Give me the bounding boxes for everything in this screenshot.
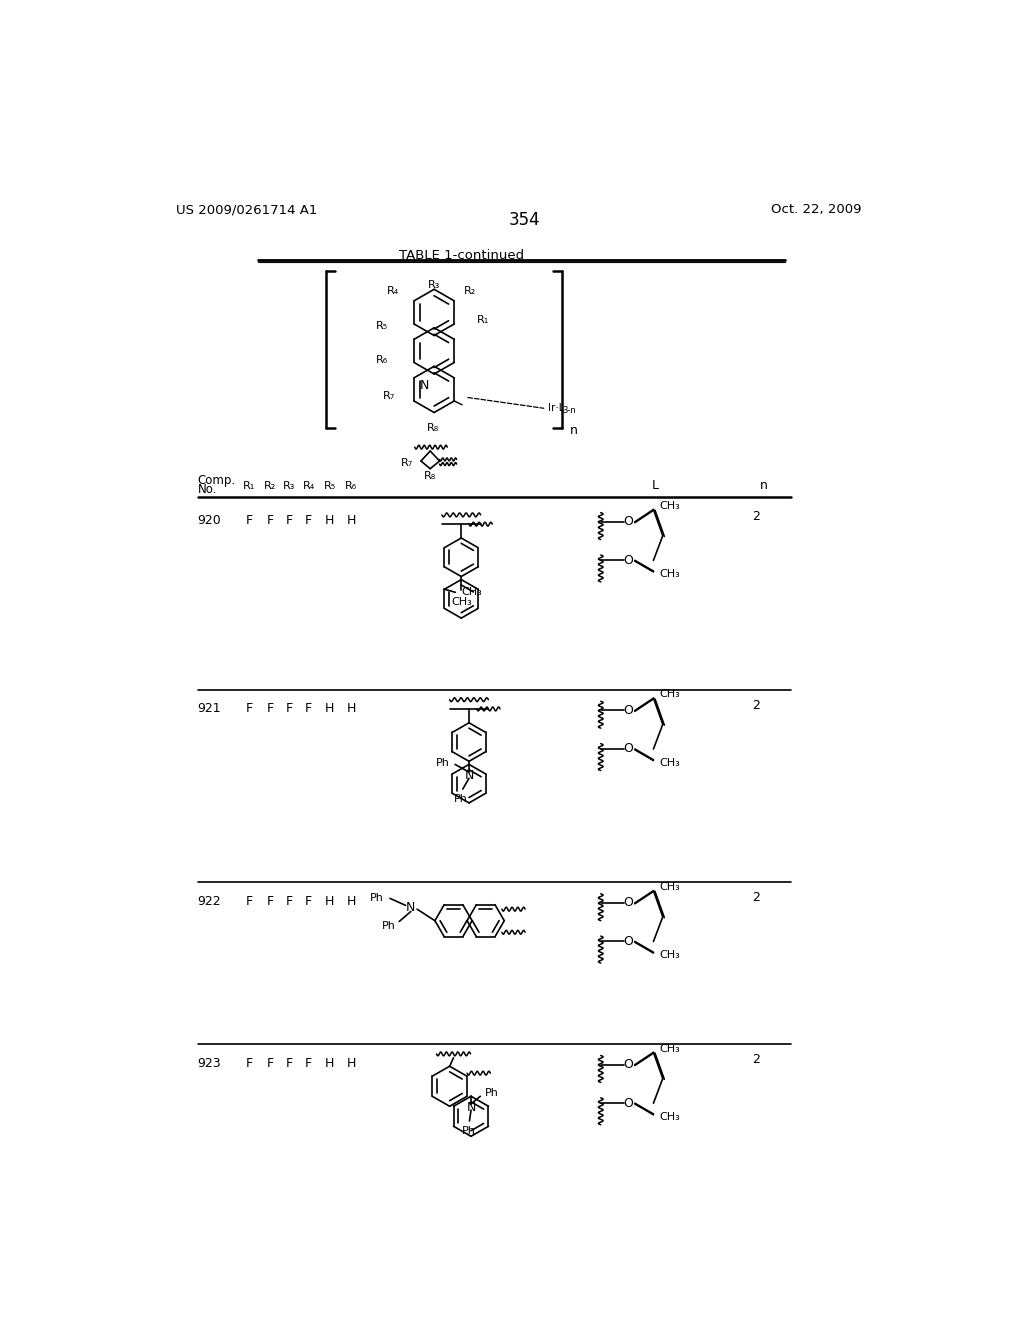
Text: TABLE 1-continued: TABLE 1-continued <box>398 249 524 263</box>
Text: F: F <box>246 513 253 527</box>
Text: 920: 920 <box>198 513 221 527</box>
Text: F: F <box>266 702 273 715</box>
Text: O: O <box>624 554 634 566</box>
Text: 354: 354 <box>509 211 541 228</box>
Text: O: O <box>624 1097 634 1110</box>
Text: F: F <box>246 702 253 715</box>
Text: R₂: R₂ <box>264 480 275 491</box>
Text: n: n <box>569 424 578 437</box>
Text: Ph: Ph <box>436 758 450 768</box>
Text: CH₃: CH₃ <box>659 569 680 579</box>
Text: H: H <box>325 895 334 908</box>
Text: 2: 2 <box>752 510 760 523</box>
Text: 2: 2 <box>752 698 760 711</box>
Text: US 2009/0261714 A1: US 2009/0261714 A1 <box>176 203 317 216</box>
Text: 2: 2 <box>752 891 760 904</box>
Text: R₄: R₄ <box>387 286 399 296</box>
Text: Ph: Ph <box>462 1126 475 1137</box>
Text: Ph: Ph <box>370 892 384 903</box>
Text: F: F <box>266 513 273 527</box>
Text: R₁: R₁ <box>243 480 255 491</box>
Text: R₇: R₇ <box>383 391 395 400</box>
Text: N: N <box>407 902 416 915</box>
Text: 2: 2 <box>752 1053 760 1065</box>
Text: 922: 922 <box>198 895 221 908</box>
Text: H: H <box>346 513 356 527</box>
Text: F: F <box>266 895 273 908</box>
Text: CH₃: CH₃ <box>462 587 482 597</box>
Text: R₂: R₂ <box>464 286 476 296</box>
Text: L: L <box>651 479 658 492</box>
Text: H: H <box>346 1056 356 1069</box>
Text: O: O <box>624 896 634 909</box>
Text: F: F <box>286 513 293 527</box>
Text: CH₃: CH₃ <box>659 689 680 700</box>
Text: H: H <box>325 1056 334 1069</box>
Text: Ph: Ph <box>485 1088 499 1098</box>
Text: CH₃: CH₃ <box>659 500 680 511</box>
Text: N: N <box>466 1101 476 1114</box>
Text: H: H <box>325 513 334 527</box>
Text: Comp.: Comp. <box>198 474 236 487</box>
Text: Oct. 22, 2009: Oct. 22, 2009 <box>771 203 862 216</box>
Text: F: F <box>305 1056 312 1069</box>
Text: O: O <box>624 1059 634 1072</box>
Text: CH₃: CH₃ <box>451 597 472 606</box>
Text: CH₃: CH₃ <box>659 882 680 892</box>
Text: R₆: R₆ <box>376 355 388 366</box>
Text: F: F <box>305 513 312 527</box>
Text: O: O <box>624 935 634 948</box>
Text: R₃: R₃ <box>283 480 295 491</box>
Text: F: F <box>286 1056 293 1069</box>
Text: O: O <box>624 704 634 717</box>
Text: n: n <box>760 479 767 492</box>
Text: R₅: R₅ <box>376 321 388 331</box>
Text: Ph: Ph <box>455 795 468 804</box>
Text: CH₃: CH₃ <box>659 758 680 768</box>
Text: N: N <box>420 379 429 392</box>
Text: R₃: R₃ <box>428 280 440 289</box>
Text: R₆: R₆ <box>345 480 357 491</box>
Text: H: H <box>346 895 356 908</box>
Text: F: F <box>305 895 312 908</box>
Text: F: F <box>286 895 293 908</box>
Text: Ph: Ph <box>382 921 395 931</box>
Text: R₅: R₅ <box>324 480 336 491</box>
Text: R₄: R₄ <box>302 480 314 491</box>
Text: R₈: R₈ <box>427 422 438 433</box>
Text: Ir·L: Ir·L <box>548 403 564 413</box>
Text: 3-n: 3-n <box>562 405 575 414</box>
Text: R₁: R₁ <box>477 315 489 325</box>
Text: H: H <box>346 702 356 715</box>
Text: F: F <box>246 895 253 908</box>
Text: CH₃: CH₃ <box>659 1044 680 1053</box>
Text: R₇: R₇ <box>401 458 414 467</box>
Text: CH₃: CH₃ <box>659 950 680 961</box>
Text: F: F <box>286 702 293 715</box>
Text: CH₃: CH₃ <box>659 1111 680 1122</box>
Text: 923: 923 <box>198 1056 221 1069</box>
Text: O: O <box>624 515 634 528</box>
Text: H: H <box>325 702 334 715</box>
Text: F: F <box>246 1056 253 1069</box>
Text: N: N <box>464 768 474 781</box>
Text: F: F <box>266 1056 273 1069</box>
Text: 921: 921 <box>198 702 221 715</box>
Text: O: O <box>624 742 634 755</box>
Text: R₈: R₈ <box>424 471 436 482</box>
Text: F: F <box>305 702 312 715</box>
Text: No.: No. <box>198 483 217 496</box>
